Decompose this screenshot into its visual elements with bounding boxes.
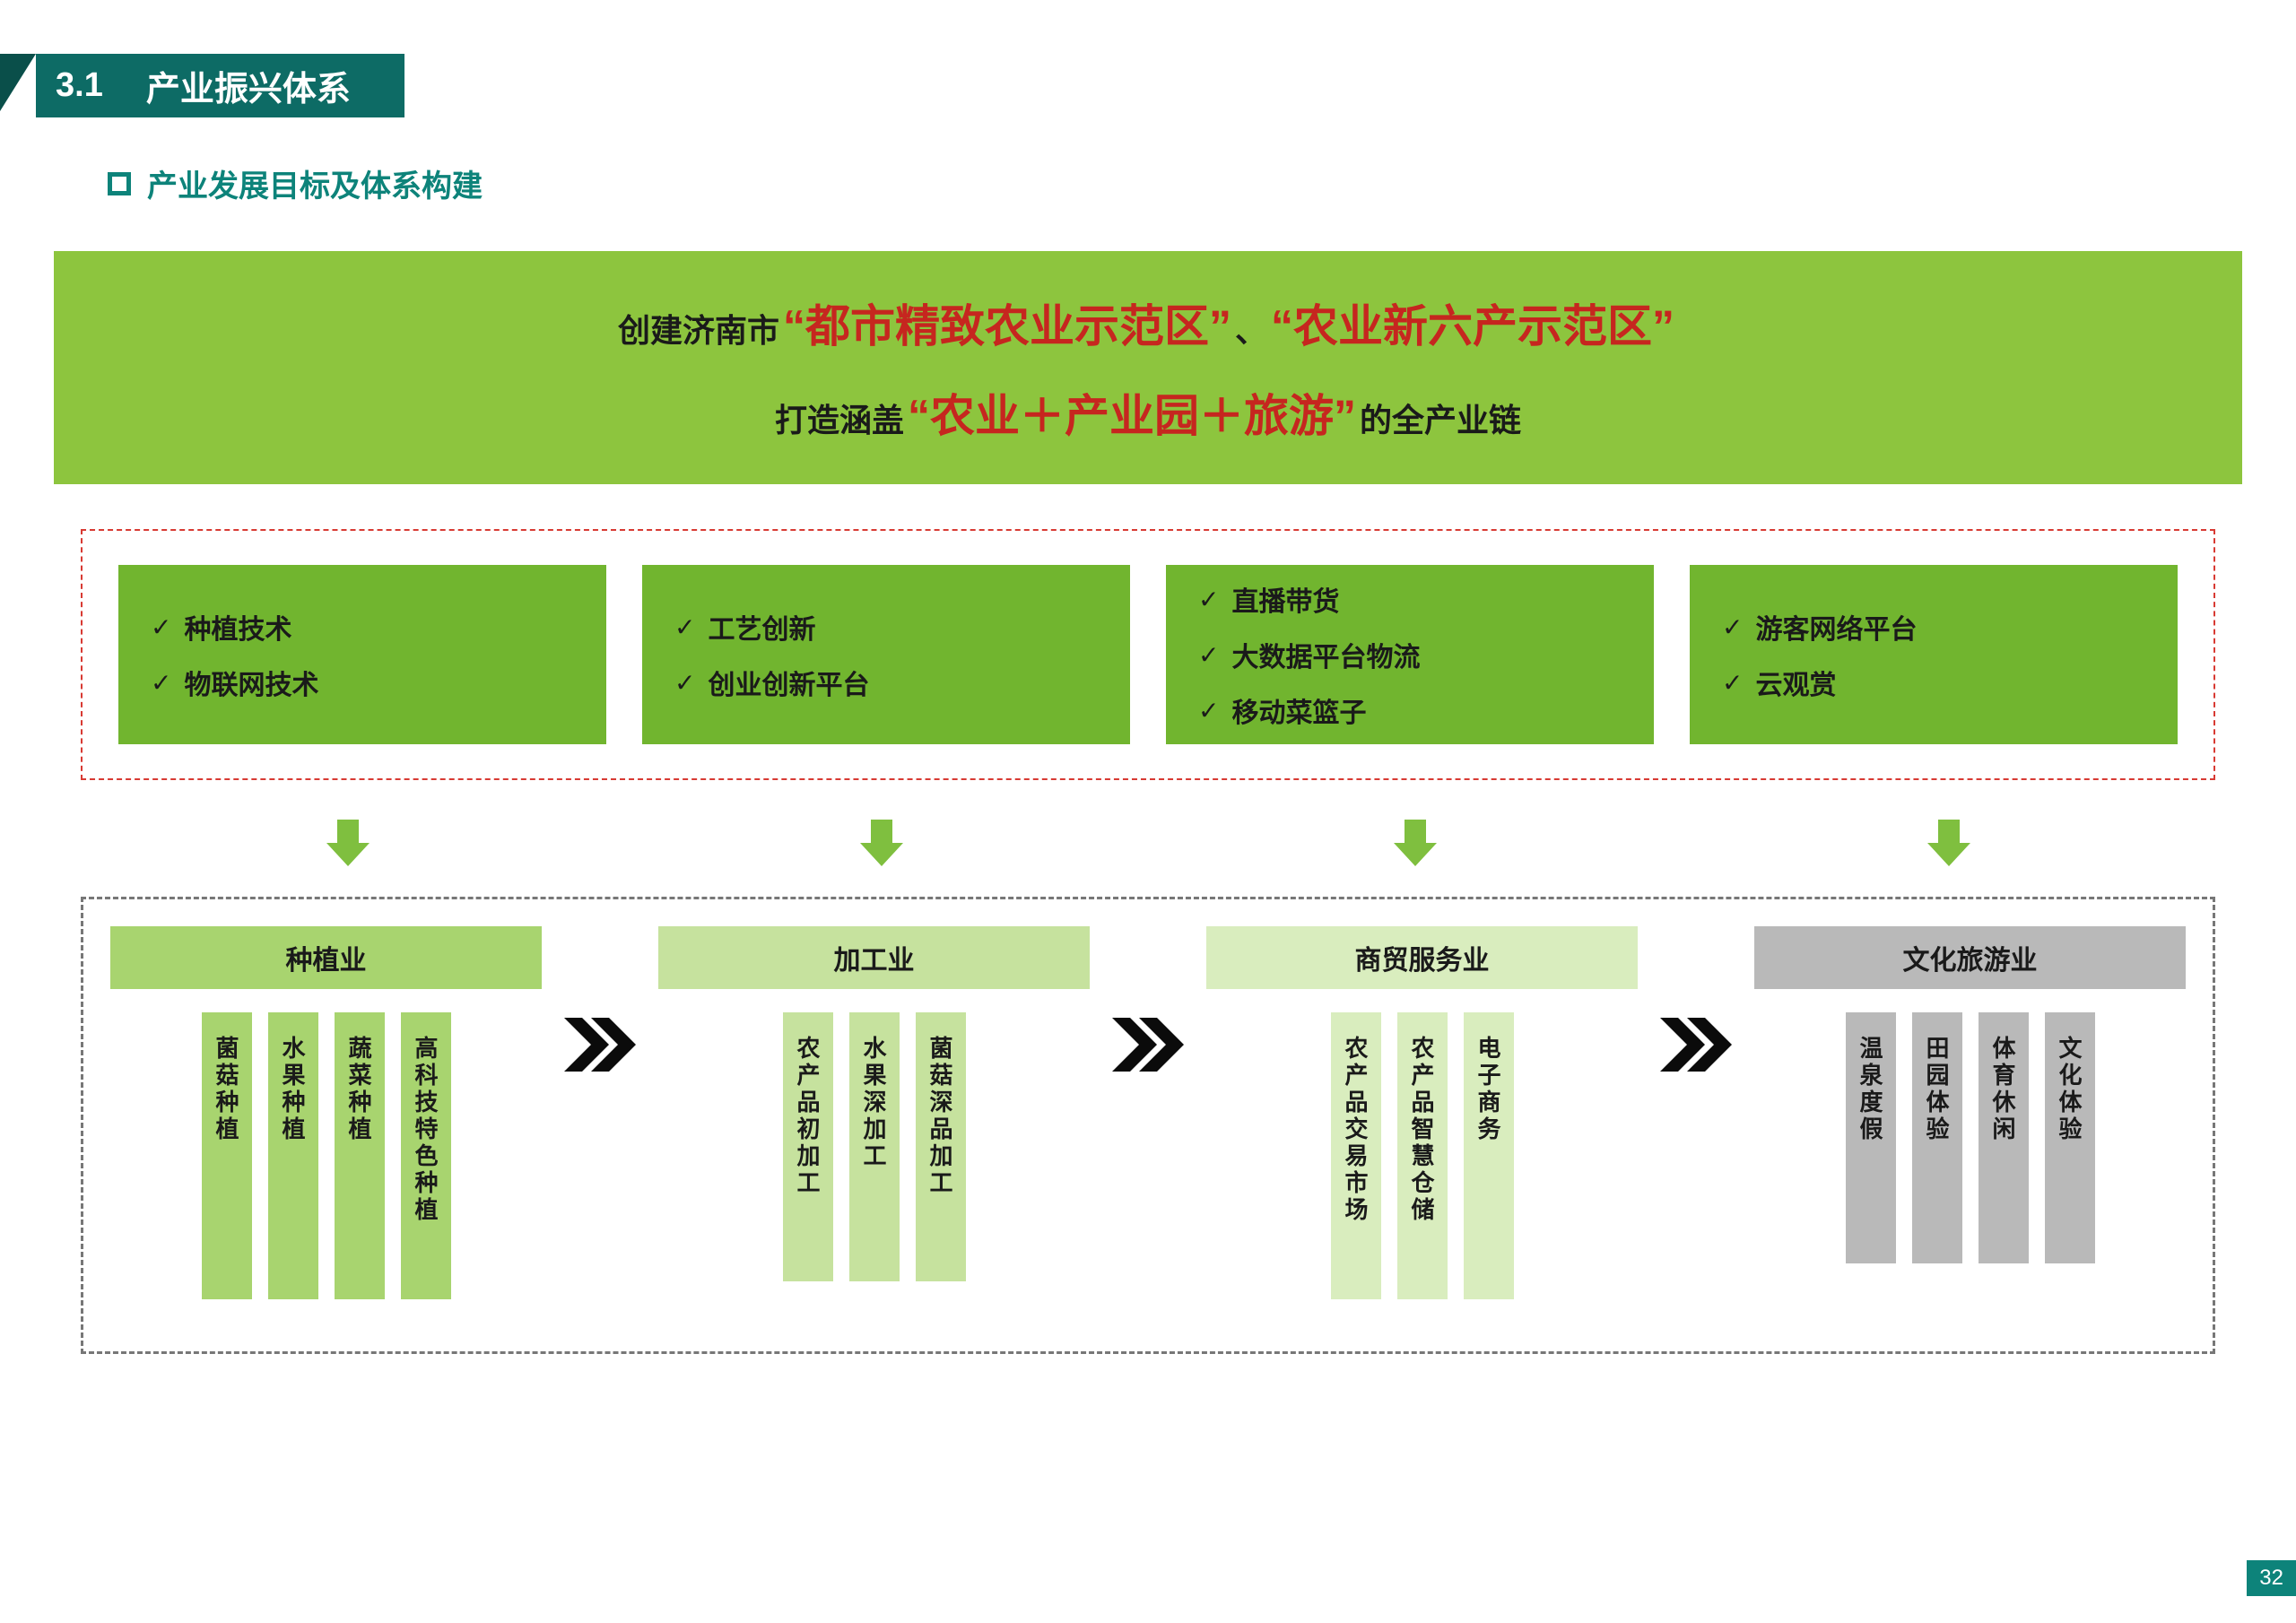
industry-bar-label: 农产品初加工 (791, 1036, 824, 1197)
industry-bar: 菌菇种植 (202, 1012, 252, 1299)
industry-bars: 农产品交易市场农产品智慧仓储电子商务 (1206, 1012, 1638, 1299)
checkmark-icon: ✓ (151, 668, 171, 698)
tech-item: ✓ 大数据平台物流 (1198, 635, 1622, 674)
industry-bar: 农产品初加工 (783, 1012, 833, 1281)
industry-bar: 体育休闲 (1979, 1012, 2029, 1263)
down-arrows-row (81, 807, 2215, 879)
tech-item-label: 游客网络平台 (1755, 607, 1917, 647)
industry-bar: 农产品智慧仓储 (1397, 1012, 1448, 1299)
industry-bar: 菌菇深品加工 (916, 1012, 966, 1281)
objective-pre-1: 创建济南市 (618, 305, 779, 352)
industry-bar-label: 温泉度假 (1854, 1036, 1887, 1143)
tech-item: ✓ 云观赏 (1722, 663, 2145, 702)
tech-item-label: 移动菜篮子 (1231, 690, 1366, 730)
industry-bar: 文化体验 (2045, 1012, 2095, 1263)
checkmark-icon: ✓ (1198, 585, 1219, 614)
objective-line-1: 创建济南市 “都市精致农业示范区” 、 “农业新六产示范区” (618, 291, 1678, 355)
right-arrow-icon (560, 1009, 640, 1081)
industry-header: 种植业 (110, 926, 542, 989)
industry-bars: 农产品初加工水果深加工菌菇深品加工 (658, 1012, 1090, 1281)
subtitle-row: 产业发展目标及体系构建 (108, 161, 483, 205)
industry-bar-label: 菌菇深品加工 (924, 1036, 957, 1197)
tech-box: ✓ 游客网络平台 ✓ 云观赏 (1690, 565, 2178, 744)
industry-bar-label: 水果种植 (276, 1036, 309, 1143)
tech-item: ✓ 直播带货 (1198, 579, 1622, 619)
objective-sep: 、 (1235, 305, 1267, 352)
industry-bar-label: 菌菇种植 (210, 1036, 243, 1143)
industry-bar: 水果种植 (268, 1012, 318, 1299)
section-title: 产业振兴体系 (128, 54, 404, 117)
industry-bar: 田园体验 (1912, 1012, 1962, 1263)
industry-header: 加工业 (658, 926, 1090, 989)
tech-item-label: 大数据平台物流 (1231, 635, 1420, 674)
industry-bar-label: 体育休闲 (1987, 1036, 2020, 1143)
tech-item-label: 直播带货 (1231, 579, 1339, 619)
industry-bar-label: 电子商务 (1472, 1036, 1505, 1143)
objective-pre-2: 打造涵盖 (775, 395, 904, 441)
objective-line-2: 打造涵盖 “农业＋产业园＋旅游” 的全产业链 (775, 380, 1521, 445)
right-arrow-icon (1108, 1009, 1188, 1081)
industry-header: 文化旅游业 (1754, 926, 2186, 989)
checkmark-icon: ✓ (1198, 696, 1219, 725)
objective-highlight-1b: “农业新六产示范区” (1267, 291, 1678, 355)
down-arrow-icon (1922, 816, 1976, 870)
tech-box: ✓ 种植技术 ✓ 物联网技术 (118, 565, 606, 744)
tech-item: ✓ 游客网络平台 (1722, 607, 2145, 647)
checkmark-icon: ✓ (674, 668, 695, 698)
down-arrow-icon (1388, 816, 1442, 870)
industry-bar-label: 农产品交易市场 (1339, 1036, 1372, 1224)
section-header: 3.1 产业振兴体系 (0, 54, 404, 117)
objective-banner: 创建济南市 “都市精致农业示范区” 、 “农业新六产示范区” 打造涵盖 “农业＋… (54, 251, 2242, 484)
down-arrow-icon (855, 816, 909, 870)
objective-suf-2: 的全产业链 (1360, 395, 1521, 441)
tech-item: ✓ 物联网技术 (151, 663, 574, 702)
industry-bars: 温泉度假田园体验 体育休闲文化体验 (1754, 1012, 2186, 1263)
industry-bar: 温泉度假 (1846, 1012, 1896, 1263)
industry-bar-label: 蔬菜种植 (343, 1036, 376, 1143)
checkmark-icon: ✓ (151, 612, 171, 642)
tech-item-label: 工艺创新 (708, 607, 815, 647)
industry-column: 种植业菌菇种植水果种植 蔬菜种植高科技特色种植 (110, 926, 542, 1299)
tech-box: ✓ 直播带货 ✓ 大数据平台物流 ✓ 移动菜篮子 (1166, 565, 1654, 744)
objective-highlight-1a: “都市精致农业示范区” (779, 291, 1235, 355)
industry-bar: 水果深加工 (849, 1012, 900, 1281)
checkmark-icon: ✓ (1722, 668, 1743, 698)
industry-bar: 高科技特色种植 (401, 1012, 451, 1299)
industry-bars: 菌菇种植水果种植 蔬菜种植高科技特色种植 (110, 1012, 542, 1299)
industry-column: 文化旅游业温泉度假田园体验 体育休闲文化体验 (1754, 926, 2186, 1263)
industry-column: 加工业农产品初加工水果深加工菌菇深品加工 (658, 926, 1090, 1281)
industry-bar-label: 高科技特色种植 (409, 1036, 442, 1224)
industry-column: 商贸服务业农产品交易市场农产品智慧仓储电子商务 (1206, 926, 1638, 1299)
checkmark-icon: ✓ (1198, 640, 1219, 670)
tech-boxes-container: ✓ 种植技术 ✓ 物联网技术 ✓ 工艺创新 ✓ 创业创新平台 ✓ 直播带货 ✓ 大数据平台物流 ✓ 移动菜… (81, 529, 2215, 780)
industry-bar-label: 水果深加工 (857, 1036, 891, 1170)
tech-item: ✓ 移动菜篮子 (1198, 690, 1622, 730)
down-arrow-icon (321, 816, 375, 870)
industry-bar-label: 田园体验 (1920, 1036, 1953, 1143)
checkmark-icon: ✓ (1722, 612, 1743, 642)
page-number-badge: 32 (2247, 1560, 2296, 1596)
checkmark-icon: ✓ (674, 612, 695, 642)
right-arrow-icon (1656, 1009, 1736, 1081)
tech-item-label: 种植技术 (184, 607, 291, 647)
subtitle-text: 产业发展目标及体系构建 (147, 161, 483, 205)
tech-item: ✓ 工艺创新 (674, 607, 1098, 647)
objective-highlight-2: “农业＋产业园＋旅游” (904, 380, 1360, 445)
industry-bar-label: 农产品智慧仓储 (1405, 1036, 1439, 1224)
header-triangle-accent (0, 54, 36, 111)
industry-bar: 蔬菜种植 (335, 1012, 385, 1299)
section-number: 3.1 (36, 54, 128, 117)
tech-box: ✓ 工艺创新 ✓ 创业创新平台 (642, 565, 1130, 744)
tech-item-label: 云观赏 (1755, 663, 1836, 702)
industries-container: 种植业菌菇种植水果种植 蔬菜种植高科技特色种植 加工业农产品初加工水果深加工菌菇深… (81, 897, 2215, 1354)
tech-item: ✓ 种植技术 (151, 607, 574, 647)
tech-item-label: 物联网技术 (184, 663, 318, 702)
industry-bar: 农产品交易市场 (1331, 1012, 1381, 1299)
industry-bar: 电子商务 (1464, 1012, 1514, 1299)
industry-header: 商贸服务业 (1206, 926, 1638, 989)
industry-bar-label: 文化体验 (2053, 1036, 2086, 1143)
tech-item: ✓ 创业创新平台 (674, 663, 1098, 702)
square-bullet-icon (108, 172, 131, 195)
tech-item-label: 创业创新平台 (708, 663, 869, 702)
